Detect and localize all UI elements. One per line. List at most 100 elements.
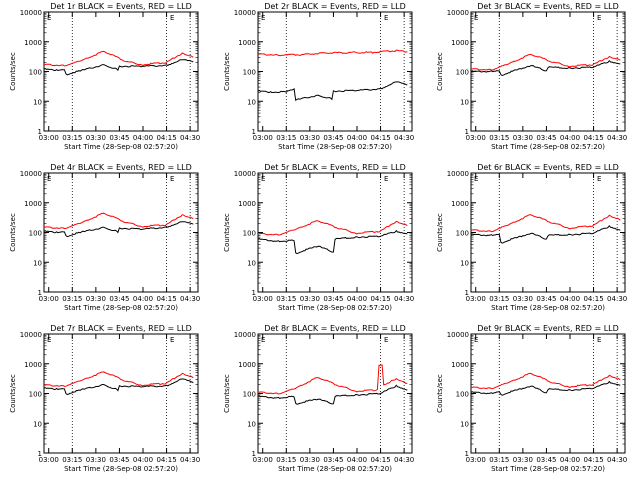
series-lld-line: [43, 371, 194, 387]
y-tick-label: 10000: [20, 9, 42, 17]
y-tick-label: 10000: [447, 170, 469, 178]
x-tick-label: 03:30: [513, 295, 533, 303]
x-tick-label: 03:45: [323, 295, 343, 303]
corner-marker: E: [261, 336, 265, 344]
panel-title: Det 3r BLACK = Events, RED = LLD: [477, 2, 619, 11]
x-tick-label: 04:15: [156, 134, 176, 142]
x-tick-label: 04:00: [347, 295, 367, 303]
panel-det-5r: Det 5r BLACK = Events, RED = LLD E E 1 10 100…: [223, 163, 414, 312]
y-tick-label: 10: [33, 420, 42, 428]
y-tick-label: 100: [29, 69, 42, 77]
panel-title: Det 8r BLACK = Events, RED = LLD: [264, 324, 406, 333]
panel-title: Det 7r BLACK = Events, RED = LLD: [50, 324, 192, 333]
x-tick-label: 04:15: [583, 456, 603, 464]
series-lld-line: [470, 53, 621, 71]
x-axis-label: Start Time (28-Sep-08 02:57:20): [64, 465, 178, 473]
y-tick-label: 1000: [451, 361, 469, 369]
x-tick-label: 03:45: [109, 295, 129, 303]
panel-title: Det 2r BLACK = Events, RED = LLD: [264, 2, 406, 11]
y-tick-label: 1: [38, 289, 42, 297]
corner-marker: E: [597, 336, 601, 344]
x-axis-label: Start Time (28-Sep-08 02:57:20): [278, 304, 392, 312]
y-tick-label: 100: [456, 69, 469, 77]
y-axis-label: Counts/sec: [436, 374, 444, 413]
x-tick-label: 03:45: [323, 134, 343, 142]
x-tick-label: 03:15: [276, 295, 296, 303]
corner-marker: E: [384, 175, 388, 183]
x-tick-label: 04:15: [370, 134, 390, 142]
corner-marker: E: [47, 14, 51, 22]
y-tick-label: 1000: [451, 200, 469, 208]
series-events-line: [43, 221, 194, 238]
panel-det-6r: Det 6r BLACK = Events, RED = LLD E E 1 10 100…: [436, 163, 627, 312]
corner-marker: E: [170, 175, 174, 183]
x-tick-label: 04:15: [583, 295, 603, 303]
series-lld-line: [470, 372, 621, 390]
x-axis-label: Start Time (28-Sep-08 02:57:20): [491, 143, 605, 151]
panel-title: Det 4r BLACK = Events, RED = LLD: [50, 163, 192, 172]
series-events-line: [43, 59, 194, 76]
x-tick-label: 04:00: [560, 134, 580, 142]
y-tick-label: 10: [247, 98, 256, 106]
x-tick-label: 04:30: [394, 295, 414, 303]
x-tick-label: 03:00: [39, 295, 59, 303]
x-tick-label: 04:30: [394, 134, 414, 142]
y-tick-label: 1: [38, 128, 42, 136]
y-tick-label: 10: [247, 259, 256, 267]
x-axis-label: Start Time (28-Sep-08 02:57:20): [278, 143, 392, 151]
x-tick-label: 03:00: [466, 295, 486, 303]
x-tick-label: 03:30: [513, 134, 533, 142]
plot-frame: [43, 11, 199, 132]
x-tick-label: 04:15: [370, 295, 390, 303]
x-tick-label: 03:45: [109, 134, 129, 142]
y-tick-label: 10: [247, 420, 256, 428]
x-tick-label: 04:30: [180, 295, 200, 303]
panel-det-4r: Det 4r BLACK = Events, RED = LLD E E 1 10 100…: [9, 163, 200, 312]
x-tick-label: 04:30: [607, 456, 627, 464]
x-tick-label: 04:30: [394, 456, 414, 464]
y-axis-label: Counts/sec: [436, 213, 444, 252]
y-tick-label: 1: [465, 128, 469, 136]
series-events-line: [257, 229, 408, 255]
y-tick-label: 1: [252, 450, 256, 458]
x-axis-label: Start Time (28-Sep-08 02:57:20): [491, 465, 605, 473]
panel-title: Det 5r BLACK = Events, RED = LLD: [264, 163, 406, 172]
x-tick-label: 04:00: [133, 134, 153, 142]
x-tick-label: 04:30: [607, 295, 627, 303]
y-tick-label: 10000: [447, 9, 469, 17]
y-tick-label: 1: [465, 289, 469, 297]
x-tick-label: 04:00: [560, 295, 580, 303]
x-tick-label: 04:15: [583, 134, 603, 142]
y-tick-label: 1: [465, 450, 469, 458]
y-tick-label: 1000: [24, 361, 42, 369]
y-axis-label: Counts/sec: [436, 52, 444, 91]
x-tick-label: 03:15: [62, 295, 82, 303]
y-tick-label: 1: [38, 450, 42, 458]
y-axis-label: Counts/sec: [223, 213, 231, 252]
series-lld-line: [257, 364, 408, 395]
series-events-line: [43, 378, 194, 396]
panel-title: Det 9r BLACK = Events, RED = LLD: [477, 324, 619, 333]
corner-marker: E: [597, 14, 601, 22]
x-tick-label: 03:15: [276, 134, 296, 142]
x-tick-label: 03:45: [536, 456, 556, 464]
panel-det-7r: Det 7r BLACK = Events, RED = LLD E E 1 10 100…: [9, 324, 200, 473]
x-tick-label: 04:30: [607, 134, 627, 142]
x-tick-label: 03:00: [253, 295, 273, 303]
corner-marker: E: [597, 175, 601, 183]
y-tick-label: 100: [243, 69, 256, 77]
x-tick-label: 03:00: [253, 456, 273, 464]
y-tick-label: 100: [29, 391, 42, 399]
x-tick-label: 03:30: [86, 134, 106, 142]
x-tick-label: 03:30: [513, 456, 533, 464]
y-tick-label: 1000: [24, 200, 42, 208]
plot-frame: [257, 172, 413, 293]
x-tick-label: 03:45: [323, 456, 343, 464]
series-lld-line: [43, 50, 194, 67]
y-tick-label: 1000: [238, 200, 256, 208]
x-tick-label: 03:15: [489, 295, 509, 303]
y-axis-label: Counts/sec: [223, 374, 231, 413]
y-tick-label: 10000: [447, 331, 469, 339]
y-tick-label: 100: [456, 230, 469, 238]
